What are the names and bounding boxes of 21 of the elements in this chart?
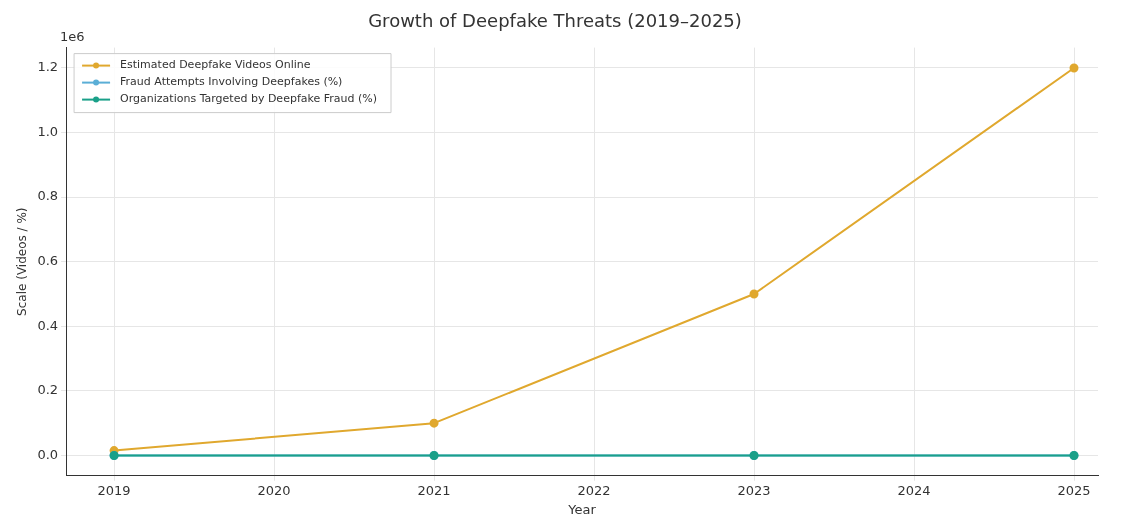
- y-tick-label: 1.2: [37, 59, 59, 75]
- legend-label: Fraud Attempts Involving Deepfakes (%): [120, 75, 343, 89]
- x-tick-label: 2020: [257, 482, 291, 498]
- x-tick-label: 2021: [417, 482, 451, 498]
- x-tick-label: 2025: [1057, 482, 1091, 498]
- x-tick-label: 2024: [897, 482, 931, 498]
- y-axis-title: Scale (Videos / %): [15, 207, 30, 316]
- y-tick-label: 1.0: [37, 123, 59, 139]
- y-tick-label: 0.2: [37, 382, 59, 398]
- legend-label: Organizations Targeted by Deepfake Fraud (%): [120, 92, 378, 106]
- chart-title: Growth of Deepfake Threats (2019–2025): [368, 10, 742, 32]
- text: 1e6: [60, 29, 85, 45]
- x-tick-label: 2022: [577, 482, 611, 498]
- legend-label: Estimated Deepfake Videos Online: [120, 58, 311, 72]
- x-tick-label: 2023: [737, 482, 771, 498]
- y-tick-label: 0.6: [37, 253, 59, 269]
- x-tick-label: 2019: [97, 482, 131, 498]
- x-axis-title: Year: [567, 501, 597, 517]
- y-tick-label: 0.0: [37, 446, 59, 462]
- y-tick-label: 0.8: [37, 188, 59, 204]
- y-tick-label: 0.4: [37, 317, 59, 333]
